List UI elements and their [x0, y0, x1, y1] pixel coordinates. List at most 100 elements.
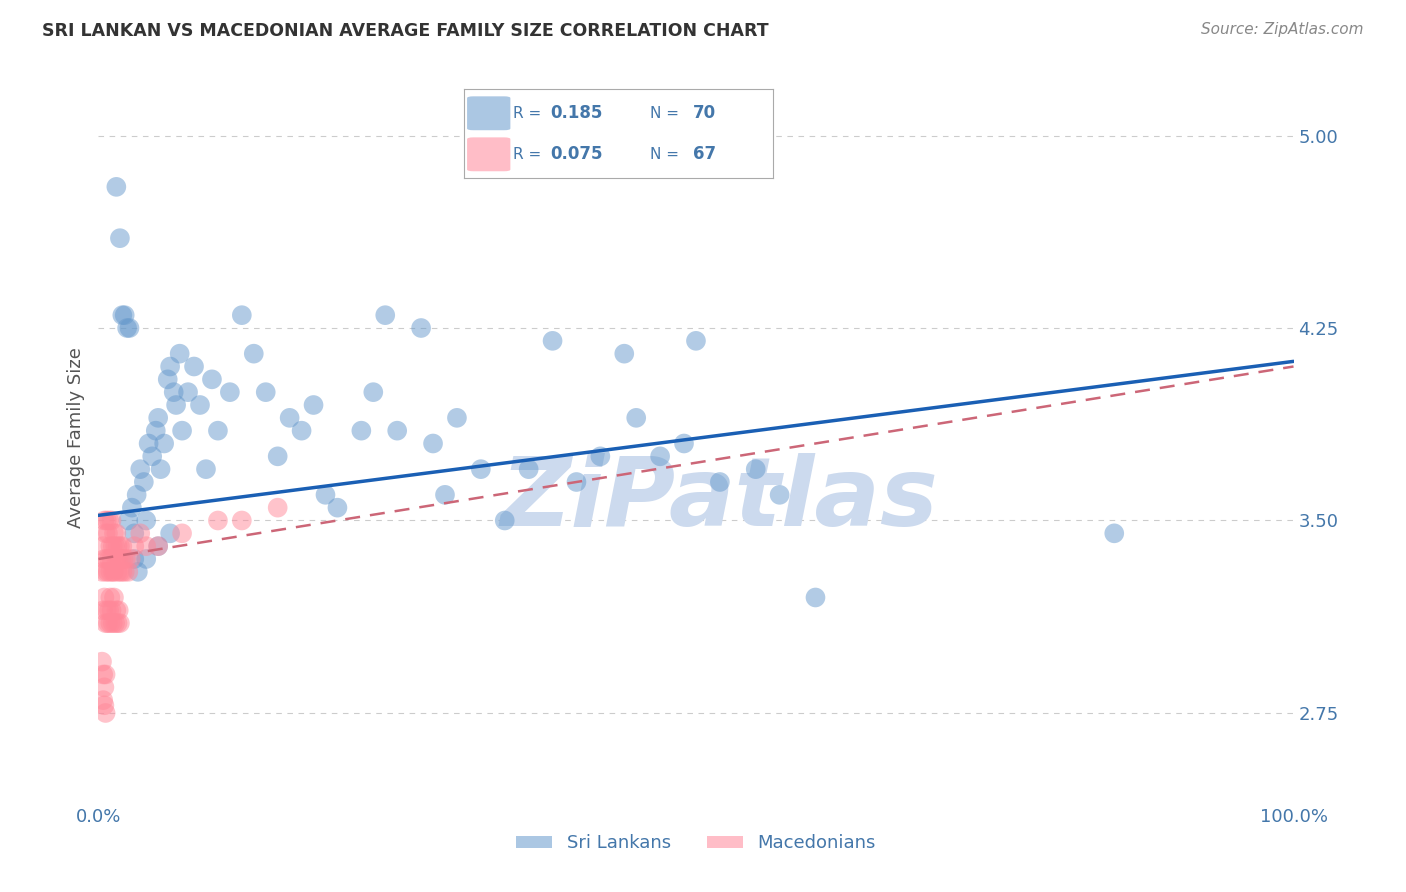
Point	[231, 514, 253, 528]
Point	[108, 231, 131, 245]
Point	[745, 462, 768, 476]
Point	[112, 552, 135, 566]
Point	[129, 462, 152, 476]
Point	[148, 410, 170, 425]
Text: 67: 67	[693, 145, 716, 163]
Point	[183, 359, 205, 374]
Point	[177, 385, 200, 400]
Point	[129, 526, 152, 541]
Point	[97, 526, 120, 541]
Point	[98, 565, 122, 579]
Point	[100, 552, 122, 566]
Point	[93, 514, 115, 528]
Point	[125, 488, 148, 502]
Point	[118, 321, 141, 335]
Point	[94, 667, 117, 681]
Point	[350, 424, 373, 438]
Point	[124, 552, 146, 566]
Point	[172, 526, 194, 541]
Point	[127, 565, 149, 579]
Point	[565, 475, 588, 489]
Point	[374, 308, 396, 322]
Point	[470, 462, 492, 476]
Point	[97, 616, 120, 631]
Point	[207, 514, 229, 528]
Point	[104, 616, 127, 631]
Point	[148, 539, 170, 553]
Point	[494, 514, 516, 528]
Point	[219, 385, 242, 400]
Point	[96, 552, 118, 566]
Point	[135, 539, 157, 553]
Point	[163, 385, 186, 400]
Point	[104, 539, 127, 553]
Point	[105, 526, 128, 541]
Point	[111, 539, 134, 553]
Point	[94, 526, 117, 541]
Text: N =: N =	[650, 106, 679, 120]
Point	[422, 436, 444, 450]
Point	[110, 552, 132, 566]
Point	[105, 179, 128, 194]
Point	[195, 462, 218, 476]
Point	[673, 436, 696, 450]
Point	[108, 539, 131, 553]
Point	[411, 321, 433, 335]
Point	[132, 475, 155, 489]
Point	[93, 591, 115, 605]
Point	[315, 488, 337, 502]
Point	[93, 681, 115, 695]
Point	[107, 539, 129, 553]
Text: R =: R =	[513, 147, 541, 161]
Point	[135, 552, 157, 566]
Point	[98, 603, 121, 617]
Text: ZiPatlas: ZiPatlas	[501, 453, 939, 547]
Point	[446, 410, 468, 425]
Point	[101, 616, 124, 631]
Point	[709, 475, 731, 489]
Point	[589, 450, 612, 464]
Point	[148, 539, 170, 553]
Point	[93, 698, 115, 713]
Point	[107, 603, 129, 617]
Point	[124, 539, 146, 553]
Point	[517, 462, 540, 476]
Point	[115, 321, 138, 335]
Point	[93, 552, 115, 566]
Point	[326, 500, 349, 515]
Point	[124, 526, 146, 541]
Point	[107, 616, 129, 631]
Point	[108, 565, 131, 579]
Point	[111, 565, 134, 579]
Point	[103, 565, 125, 579]
Point	[98, 552, 121, 566]
Point	[96, 514, 118, 528]
Text: N =: N =	[650, 147, 679, 161]
FancyBboxPatch shape	[467, 137, 510, 171]
Legend: Sri Lankans, Macedonians: Sri Lankans, Macedonians	[509, 827, 883, 860]
Point	[769, 488, 792, 502]
Point	[159, 359, 181, 374]
Point	[120, 552, 142, 566]
Point	[94, 565, 117, 579]
Text: SRI LANKAN VS MACEDONIAN AVERAGE FAMILY SIZE CORRELATION CHART: SRI LANKAN VS MACEDONIAN AVERAGE FAMILY …	[42, 22, 769, 40]
Point	[98, 539, 122, 553]
Point	[685, 334, 707, 348]
Point	[98, 591, 122, 605]
Point	[117, 514, 139, 528]
Point	[107, 565, 129, 579]
Point	[91, 655, 114, 669]
Point	[111, 308, 134, 322]
Point	[91, 603, 114, 617]
Point	[291, 424, 314, 438]
Point	[254, 385, 277, 400]
Point	[91, 693, 114, 707]
Point	[96, 603, 118, 617]
Point	[107, 552, 129, 566]
Point	[114, 565, 136, 579]
Point	[105, 552, 128, 566]
Point	[101, 565, 124, 579]
Y-axis label: Average Family Size: Average Family Size	[66, 347, 84, 527]
Point	[121, 500, 143, 515]
Point	[267, 450, 290, 464]
